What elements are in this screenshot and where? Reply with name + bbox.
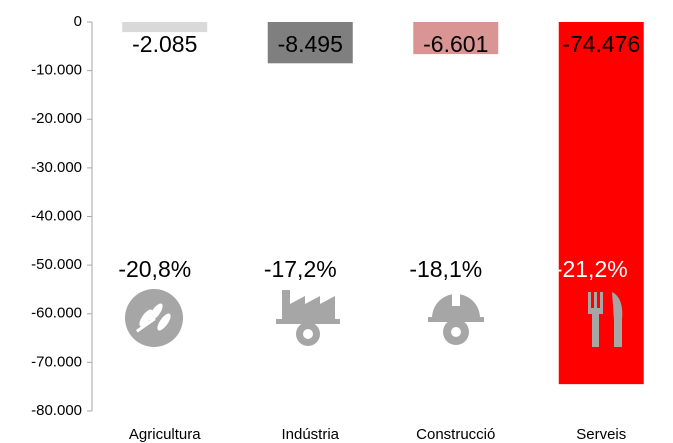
wheat-icon bbox=[125, 289, 183, 347]
value-label: -74.476 bbox=[562, 31, 640, 57]
bar bbox=[122, 22, 208, 33]
x-tick-label: Serveis bbox=[576, 426, 626, 443]
bar bbox=[413, 22, 499, 55]
factory-icon bbox=[276, 290, 340, 346]
annotation: -21,2% bbox=[555, 256, 628, 282]
x-tick-label: Indústria bbox=[281, 426, 339, 443]
x-tick-label: Construcció bbox=[416, 426, 495, 443]
value-label: -2.085 bbox=[132, 31, 197, 57]
x-tick-label: Agricultura bbox=[129, 426, 201, 443]
icons bbox=[125, 289, 623, 347]
y-tick-label: -50.000 bbox=[31, 256, 82, 273]
y-tick-label: -30.000 bbox=[31, 159, 82, 176]
y-tick-label: -60.000 bbox=[31, 305, 82, 322]
y-tick-label: -10.000 bbox=[31, 62, 82, 79]
value-label: -8.495 bbox=[278, 31, 343, 57]
bar bbox=[267, 22, 353, 64]
bars bbox=[122, 22, 644, 385]
y-tick-label: -80.000 bbox=[31, 402, 82, 419]
bar bbox=[558, 22, 644, 385]
value-label: -6.601 bbox=[423, 31, 488, 57]
y-tick-label: -20.000 bbox=[31, 110, 82, 127]
helmet-icon bbox=[428, 290, 484, 345]
annotation: -20,8% bbox=[118, 256, 191, 282]
annotation: -18,1% bbox=[409, 256, 482, 282]
y-tick-label: -40.000 bbox=[31, 207, 82, 224]
y-tick-label: -70.000 bbox=[31, 353, 82, 370]
y-tick-label: 0 bbox=[74, 13, 82, 30]
annotation: -17,2% bbox=[264, 256, 337, 282]
cutlery-icon bbox=[588, 292, 623, 347]
